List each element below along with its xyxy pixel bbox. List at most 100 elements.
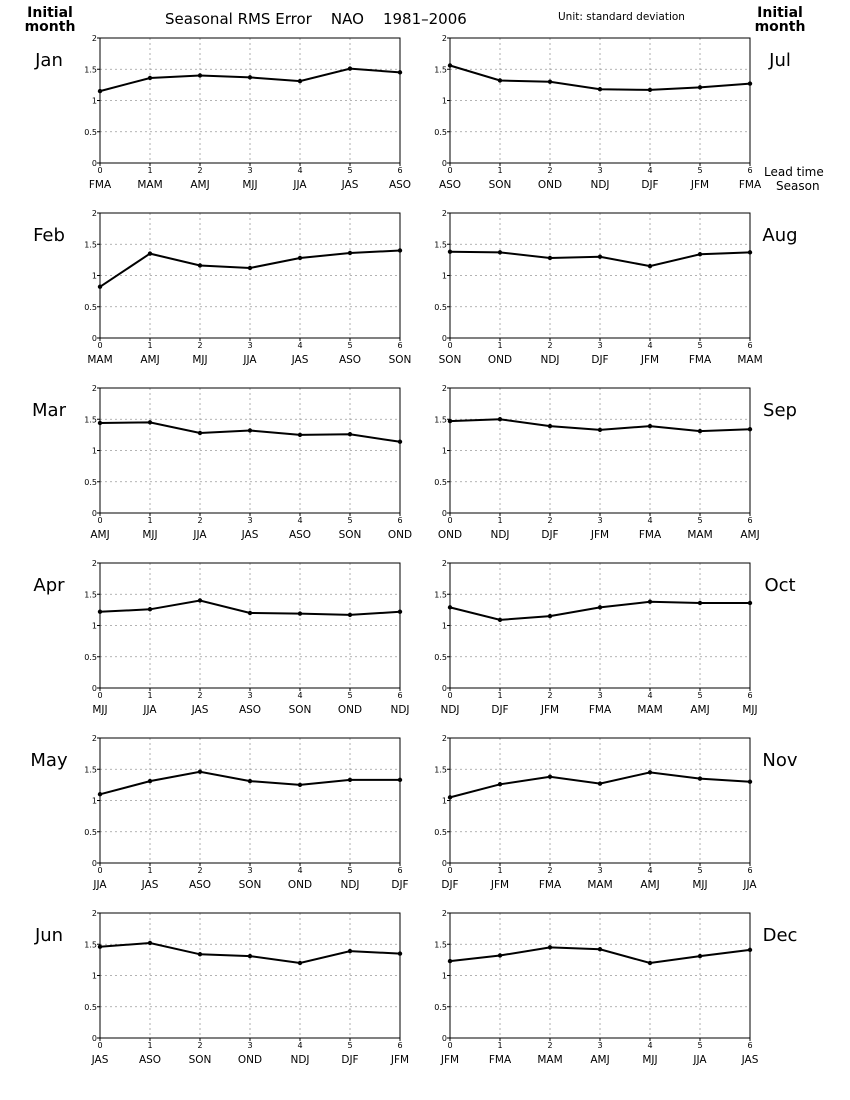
data-point	[697, 600, 703, 606]
y-tick-label: 2	[442, 34, 447, 43]
season-label: JAS	[91, 1054, 109, 1066]
data-point	[547, 255, 553, 261]
y-tick-label: 0.5	[434, 653, 447, 662]
x-tick-label: 2	[547, 866, 552, 875]
season-label: OND	[438, 529, 462, 541]
panel-oct: 0 0.5 1 1.5 2 0 NDJ 1 DJF 2 JFM 3 FMA 4 MAM 5 AMJ 6 MJJ Oct	[434, 559, 795, 716]
x-tick-label: 3	[597, 341, 602, 350]
x-tick-label: 2	[547, 516, 552, 525]
season-label: OND	[538, 179, 562, 191]
data-point	[247, 75, 253, 80]
x-tick-label: 6	[397, 691, 402, 700]
season-label: OND	[388, 529, 412, 541]
season-label: JJA	[292, 179, 307, 191]
data-point	[597, 254, 603, 259]
x-tick-label: 4	[647, 691, 652, 700]
unit-label: Unit: standard deviation	[558, 11, 685, 23]
season-label: JJA	[142, 704, 157, 716]
y-tick-label: 2	[442, 909, 447, 918]
data-point	[197, 430, 203, 436]
x-tick-label: 6	[397, 516, 402, 525]
season-label: MJJ	[692, 879, 707, 891]
data-point	[547, 79, 553, 84]
season-label: MJJ	[142, 529, 157, 541]
season-label: JJA	[242, 354, 257, 366]
x-tick-label: 0	[97, 1041, 102, 1050]
x-tick-label: 0	[447, 1041, 452, 1050]
x-tick-label: 3	[597, 866, 602, 875]
season-label: MJJ	[742, 704, 757, 716]
season-label: MAM	[587, 879, 612, 891]
data-point	[247, 265, 253, 271]
season-label: NDJ	[290, 1054, 309, 1066]
x-tick-label: 2	[197, 341, 202, 350]
x-tick-label: 1	[147, 866, 152, 875]
y-tick-label: 2	[92, 384, 97, 393]
x-tick-label: 5	[347, 341, 352, 350]
x-tick-label: 6	[397, 341, 402, 350]
y-tick-label: 0	[92, 159, 97, 168]
y-tick-label: 1.5	[84, 415, 97, 424]
panel-aug: 0 0.5 1 1.5 2 0 SON 1 OND 2 NDJ 3 DJF 4 JFM 5 FMA 6 MAM Aug	[434, 209, 797, 366]
season-label: DJF	[541, 529, 558, 541]
season-label: AMJ	[190, 179, 209, 191]
y-tick-label: 0.5	[434, 128, 447, 137]
y-tick-label: 1	[442, 972, 447, 981]
data-point	[197, 598, 203, 603]
season-label: JFM	[640, 354, 659, 366]
x-tick-label: 5	[347, 166, 352, 175]
initial-month-label: Oct	[764, 575, 795, 596]
data-point	[447, 605, 453, 610]
season-label: SON	[489, 179, 512, 191]
x-tick-label: 5	[347, 516, 352, 525]
data-point	[747, 427, 753, 432]
x-tick-label: 3	[597, 1041, 602, 1050]
x-tick-label: 3	[247, 1041, 252, 1050]
initial-month-label: Jan	[34, 50, 63, 71]
data-point	[397, 248, 403, 253]
y-tick-label: 0	[442, 334, 447, 343]
x-tick-label: 1	[497, 516, 502, 525]
x-tick-label: 0	[447, 166, 452, 175]
initial-month-label: Aug	[762, 225, 797, 246]
x-tick-label: 6	[747, 1041, 752, 1050]
season-label: JAS	[141, 879, 159, 891]
x-tick-label: 3	[597, 691, 602, 700]
initial-month-label: May	[30, 750, 68, 771]
lead-time-label: Lead time	[764, 165, 824, 179]
initial-month-label: Feb	[33, 225, 65, 246]
data-point	[547, 774, 553, 779]
data-point	[547, 613, 553, 619]
y-tick-label: 2	[92, 209, 97, 218]
x-tick-label: 3	[247, 341, 252, 350]
data-point	[247, 953, 253, 959]
data-point	[547, 945, 553, 950]
y-tick-label: 2	[92, 559, 97, 568]
x-tick-label: 1	[497, 691, 502, 700]
season-label: ASO	[389, 179, 411, 191]
data-point	[447, 418, 453, 424]
data-point	[447, 958, 453, 964]
x-tick-label: 1	[497, 166, 502, 175]
season-label: SON	[389, 354, 412, 366]
x-tick-label: 5	[697, 516, 702, 525]
data-point	[197, 952, 203, 957]
y-tick-label: 1.5	[434, 240, 447, 249]
x-tick-label: 3	[247, 691, 252, 700]
data-point	[647, 263, 653, 269]
x-tick-label: 4	[297, 691, 302, 700]
season-label: FMA	[739, 179, 762, 191]
y-tick-label: 2	[442, 559, 447, 568]
y-tick-label: 1.5	[84, 590, 97, 599]
x-tick-label: 1	[147, 1041, 152, 1050]
season-label: JJA	[92, 879, 107, 891]
x-tick-label: 0	[97, 866, 102, 875]
x-tick-label: 6	[747, 166, 752, 175]
x-tick-label: 0	[97, 166, 102, 175]
x-tick-label: 4	[647, 166, 652, 175]
y-tick-label: 0.5	[84, 128, 97, 137]
data-point	[297, 611, 303, 616]
data-point	[697, 776, 703, 781]
y-tick-label: 1	[442, 797, 447, 806]
